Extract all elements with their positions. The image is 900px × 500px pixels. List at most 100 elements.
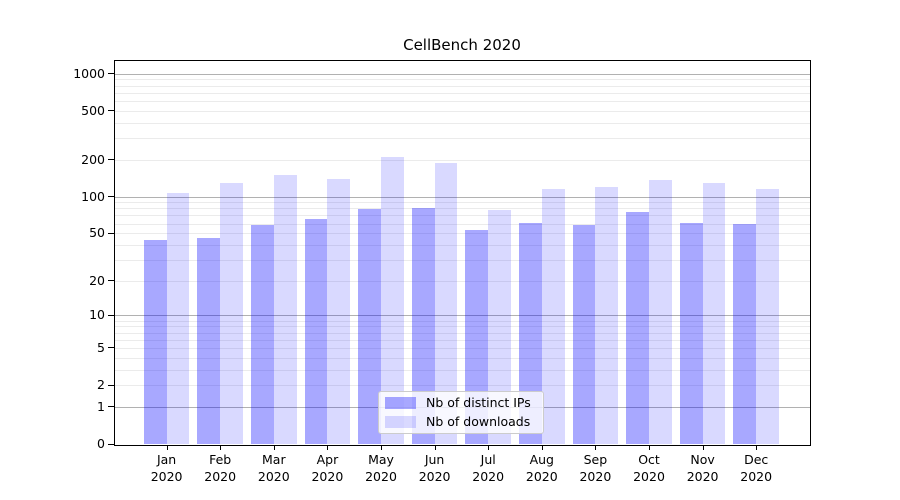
x-axis-tick-label-year-dec: 2020 [740,469,773,484]
minor-gridline-900 [114,79,810,81]
x-axis-tick-label-month-sep: Sep [583,452,608,467]
bar-downloads-jul [488,209,511,444]
y-axis-tick-1000 [108,73,114,75]
y-axis-tick-2 [108,384,114,386]
bar-distinct-ips-apr [304,218,328,444]
legend: Nb of distinct IPs Nb of downloads [378,391,544,434]
y-axis-tick-50 [108,232,114,234]
bar-downloads-dec [756,189,779,444]
minor-gridline-2 [114,385,810,387]
y-axis-tick-label-0: 0 [97,436,105,451]
y-axis-tick-200 [108,159,114,161]
chart-title: CellBench 2020 [403,36,521,54]
minor-gridline-20 [114,280,810,282]
bar-downloads-mar [273,175,297,444]
bar-distinct-ips-may [358,209,381,444]
x-axis-tick-dec [756,444,758,450]
y-axis-tick-5 [108,347,114,349]
bar-distinct-ips-jun [411,208,435,444]
minor-gridline-5 [114,347,810,349]
minor-gridline-50 [114,233,810,235]
x-axis-tick-label-month-jul: Jul [480,452,496,467]
minor-gridline-40 [114,244,810,246]
bar-downloads-may [381,157,404,444]
major-gridline-1000 [114,73,810,75]
minor-gridline-200 [114,159,810,161]
legend-item-downloads: Nb of downloads [385,414,537,430]
minor-gridline-500 [114,110,810,112]
bar-distinct-ips-nov [679,222,703,444]
legend-swatch-downloads [385,416,416,428]
bar-distinct-ips-jul [465,230,489,444]
y-axis-tick-label-10: 10 [89,307,105,323]
x-axis-tick-jan [166,444,168,450]
x-axis-tick-label-year-apr: 2020 [311,469,344,484]
x-axis-tick-label-year-aug: 2020 [525,469,558,484]
x-axis-tick-label-year-jun: 2020 [418,469,451,484]
bar-distinct-ips-aug [519,222,542,444]
bar-downloads-oct [649,180,672,444]
y-axis-tick-label-5: 5 [97,339,105,355]
x-axis-tick-label-month-oct: Oct [638,452,660,467]
legend-label-downloads: Nb of downloads [426,414,531,429]
bar-downloads-jun [434,162,458,444]
bar-downloads-jan [166,193,190,444]
x-axis-tick-mar [273,444,275,450]
minor-gridline-30 [114,259,810,261]
bar-downloads-feb [220,183,243,444]
bar-distinct-ips-jan [143,239,167,444]
x-axis-tick-label-year-oct: 2020 [633,469,665,484]
x-axis-tick-label-month-may: May [368,452,394,467]
x-axis-tick-label-year-jan: 2020 [150,469,183,484]
x-axis-tick-label-month-feb: Feb [209,452,232,467]
x-axis-tick-label-year-nov: 2020 [686,469,719,484]
y-axis-tick-label-200: 200 [81,151,105,167]
y-axis-tick-10 [108,314,114,316]
minor-gridline-7 [114,332,810,334]
x-axis-tick-feb [220,444,222,450]
bar-downloads-apr [327,179,351,444]
x-axis-tick-nov [702,444,704,450]
x-axis-tick-sep [595,444,597,450]
legend-item-distinct-ips: Nb of distinct IPs [385,395,537,411]
minor-gridline-60 [114,223,810,225]
bar-distinct-ips-sep [572,225,596,444]
y-axis-tick-label-2: 2 [97,377,105,393]
minor-gridline-3 [114,369,810,371]
x-axis-tick-jun [434,444,436,450]
x-axis-tick-label-month-jun: Jun [424,452,445,467]
minor-gridline-4 [114,357,810,359]
minor-gridline-9 [114,320,810,322]
minor-gridline-400 [114,122,810,124]
plot-area [114,61,810,444]
y-axis-tick-20 [108,280,114,282]
x-axis-tick-label-month-apr: Apr [316,452,339,467]
y-axis-tick-label-20: 20 [89,272,105,288]
bar-downloads-nov [702,183,726,444]
x-axis-tick-aug [541,444,543,450]
x-axis-tick-label-month-mar: Mar [262,452,286,467]
x-axis-tick-label-year-sep: 2020 [579,469,612,484]
minor-gridline-700 [114,92,810,94]
x-axis-tick-may [381,444,382,450]
x-axis-tick-label-month-nov: Nov [690,452,715,467]
x-axis-tick-jul [488,444,490,450]
legend-swatch-distinct-ips [385,397,416,409]
x-axis-tick-apr [327,444,329,450]
bar-distinct-ips-oct [626,211,649,444]
bar-distinct-ips-mar [251,225,274,444]
y-axis-tick-0 [108,443,114,445]
major-gridline-10 [114,315,810,317]
legend-label-distinct-ips: Nb of distinct IPs [426,395,531,410]
x-axis-tick-label-year-may: 2020 [365,469,397,484]
y-axis-tick-500 [108,110,114,112]
x-axis-tick-label-month-dec: Dec [744,452,769,467]
x-axis-tick-label-year-jul: 2020 [472,469,505,484]
major-gridline-100 [114,196,810,198]
y-axis-tick-1 [108,406,114,408]
y-axis-tick-label-500: 500 [81,102,105,118]
bar-distinct-ips-feb [197,237,221,444]
bar-downloads-sep [595,186,619,444]
minor-gridline-6 [114,339,810,341]
